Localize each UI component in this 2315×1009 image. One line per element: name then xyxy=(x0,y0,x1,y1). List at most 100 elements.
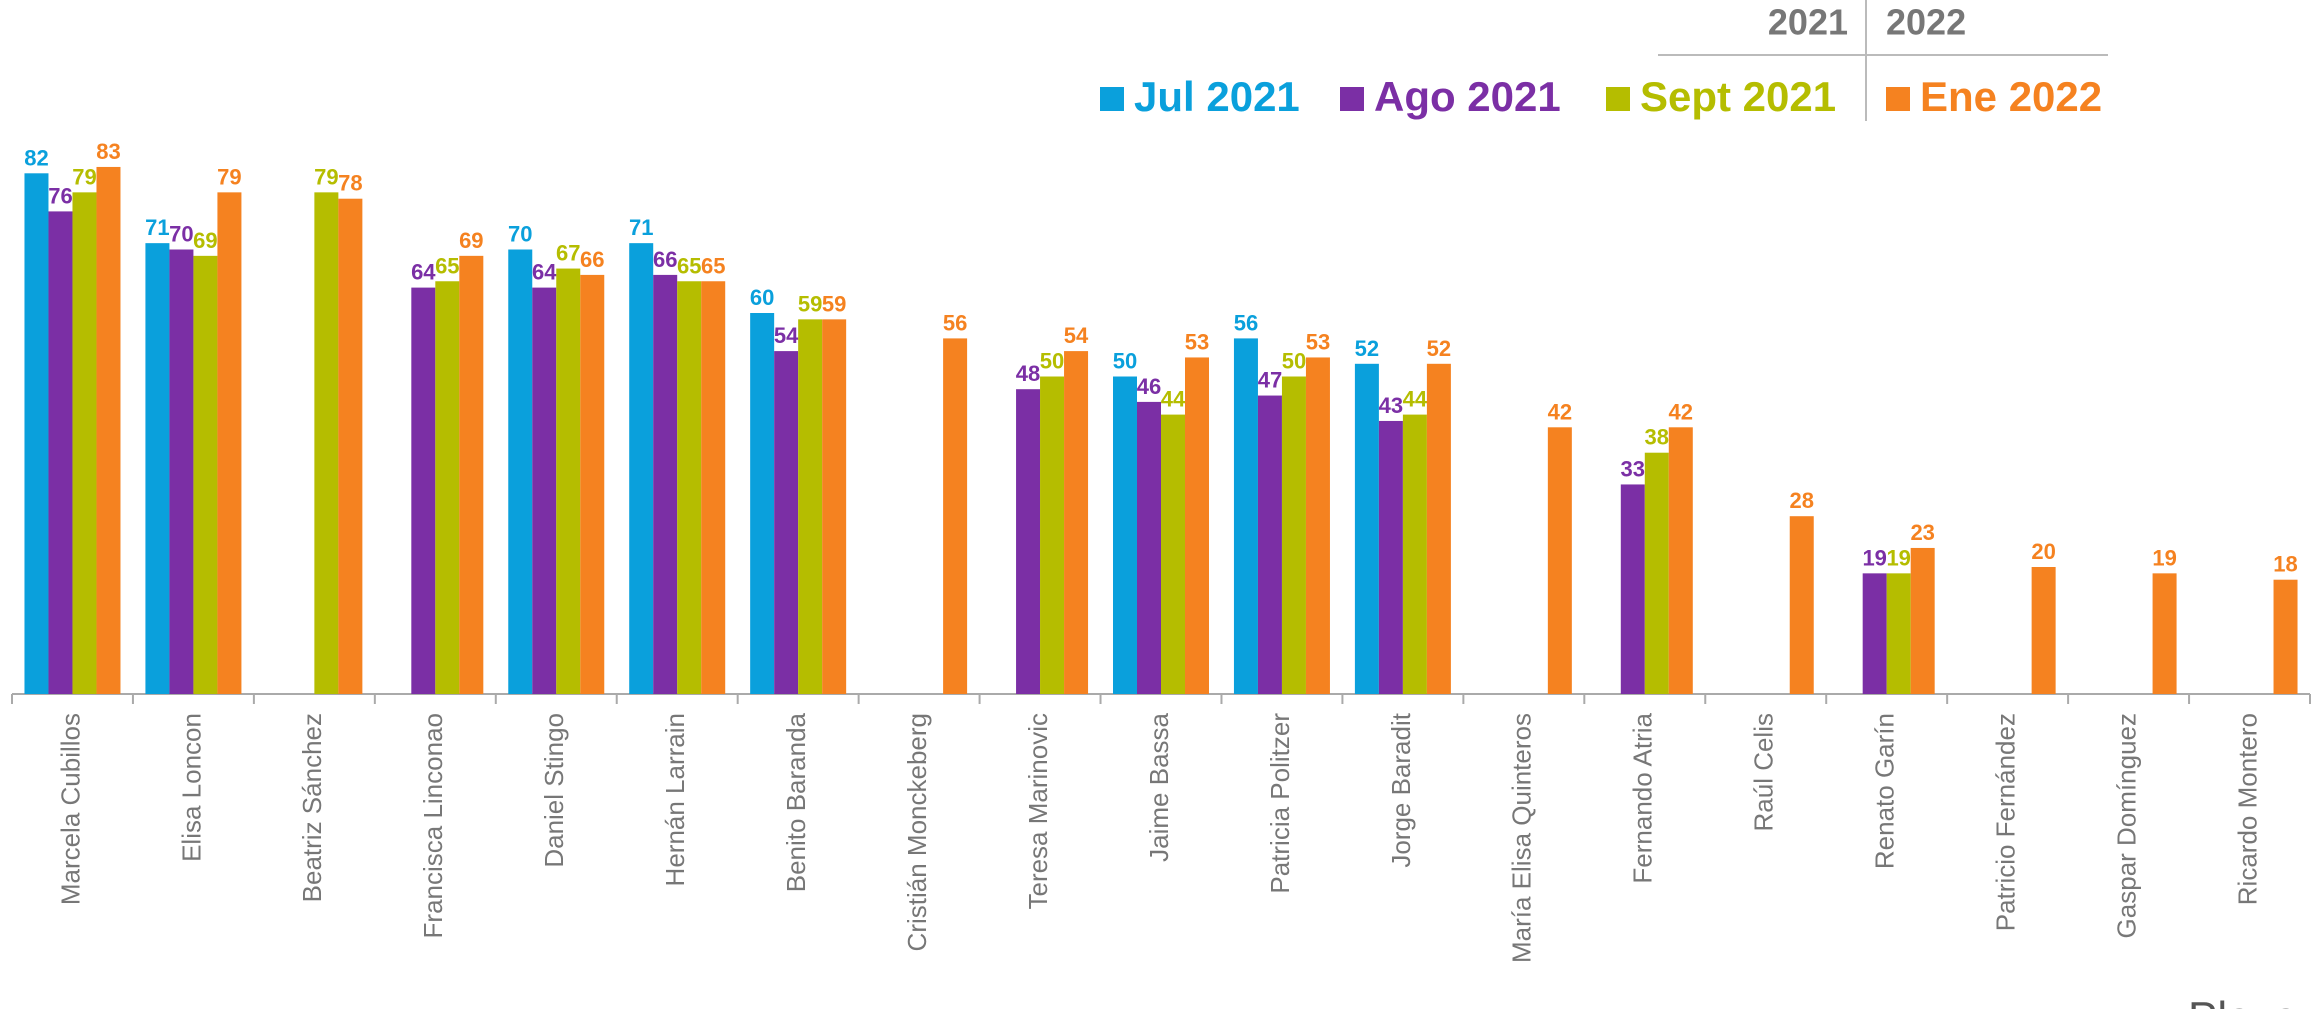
value-label: 43 xyxy=(1379,393,1403,418)
bar xyxy=(774,351,799,694)
legend-label: Ene 2022 xyxy=(1920,73,2102,120)
value-label: 67 xyxy=(556,241,580,266)
x-tick-label: Francisca Linconao xyxy=(418,713,448,938)
bar xyxy=(580,274,605,694)
x-tick-label: Beatriz Sánchez xyxy=(297,713,327,902)
bar xyxy=(1426,363,1451,694)
value-label: 53 xyxy=(1306,329,1330,354)
value-label: 66 xyxy=(653,247,677,272)
value-label: 54 xyxy=(1064,323,1089,348)
x-tick-label: Gaspar Domínguez xyxy=(2111,713,2141,938)
x-tick-label: Jaime Bassa xyxy=(1144,712,1174,861)
value-label: 56 xyxy=(1234,310,1258,335)
value-label: 70 xyxy=(169,222,193,247)
bar xyxy=(459,255,484,694)
value-label: 46 xyxy=(1137,374,1161,399)
bar xyxy=(1789,516,1814,694)
bar xyxy=(1064,351,1089,694)
value-label: 19 xyxy=(2152,545,2176,570)
value-label: 65 xyxy=(701,253,725,278)
value-label: 60 xyxy=(750,285,774,310)
x-tick-label: Hernán Larrain xyxy=(660,713,690,886)
value-label: 48 xyxy=(1016,361,1040,386)
value-label: 64 xyxy=(411,260,436,285)
value-label: 79 xyxy=(72,164,96,189)
bar xyxy=(943,338,968,694)
bar xyxy=(1668,427,1693,694)
value-label: 19 xyxy=(1886,545,1910,570)
value-label: 70 xyxy=(508,222,532,247)
bar xyxy=(532,287,557,694)
bar xyxy=(629,243,654,694)
legend-swatch xyxy=(1886,87,1910,111)
value-label: 52 xyxy=(1355,336,1379,361)
x-tick-label: Patricia Politzer xyxy=(1265,713,1295,894)
legend-swatch xyxy=(1100,87,1124,111)
bar xyxy=(508,249,533,694)
value-label: 71 xyxy=(145,215,169,240)
value-label: 78 xyxy=(338,171,362,196)
bar xyxy=(1281,376,1306,694)
bar xyxy=(1233,338,1258,694)
x-tick-label: Ricardo Montero xyxy=(2232,713,2262,905)
bar xyxy=(1257,395,1282,694)
legend-swatch xyxy=(1340,87,1364,111)
bar xyxy=(1113,376,1137,694)
x-tick-label: María Elisa Quinteros xyxy=(1507,713,1537,963)
bar xyxy=(48,211,73,694)
bar xyxy=(169,249,194,694)
bar xyxy=(96,166,121,694)
watermark: Plaza xyxy=(2188,993,2299,1009)
x-tick-label: Benito Baranda xyxy=(781,712,811,892)
bar xyxy=(556,268,581,694)
value-label: 42 xyxy=(1669,399,1693,424)
bar xyxy=(72,192,97,694)
bar xyxy=(145,243,170,694)
x-tick-label: Marcela Cubillos xyxy=(55,713,85,905)
bar xyxy=(677,281,702,694)
x-tick-label: Elisa Loncon xyxy=(176,713,206,862)
bar xyxy=(1910,547,1935,694)
value-label: 47 xyxy=(1258,368,1282,393)
bar xyxy=(2273,579,2298,694)
bar xyxy=(822,319,847,694)
legend-label: Jul 2021 xyxy=(1134,73,1300,120)
legend-label: Sept 2021 xyxy=(1640,73,1836,120)
value-label: 42 xyxy=(1548,399,1572,424)
bar xyxy=(1354,363,1379,694)
bar xyxy=(2031,567,2056,694)
value-label: 65 xyxy=(677,253,701,278)
bar xyxy=(217,192,242,694)
bar xyxy=(701,281,726,694)
bar xyxy=(1886,573,1911,694)
value-label: 79 xyxy=(314,164,338,189)
value-label: 54 xyxy=(774,323,799,348)
bar xyxy=(24,173,49,695)
legend-swatch xyxy=(1606,87,1630,111)
bar xyxy=(1185,357,1209,694)
x-tick-label: Daniel Stingo xyxy=(539,713,569,868)
bar xyxy=(1137,401,1161,694)
x-tick-label: Cristián Monckeberg xyxy=(902,713,932,951)
value-label: 76 xyxy=(48,183,72,208)
value-label: 69 xyxy=(193,228,217,253)
bar xyxy=(1305,357,1330,694)
bar xyxy=(653,274,678,694)
bar xyxy=(1644,452,1669,694)
bar xyxy=(193,255,218,694)
value-label: 66 xyxy=(580,247,604,272)
bar xyxy=(2152,573,2177,694)
value-label: 64 xyxy=(532,260,557,285)
value-label: 65 xyxy=(435,253,459,278)
x-tick-label: Fernando Atria xyxy=(1628,712,1658,883)
bar xyxy=(1016,389,1041,694)
value-label: 59 xyxy=(822,291,846,316)
bar xyxy=(411,287,436,694)
value-label: 23 xyxy=(1910,520,1934,545)
bar xyxy=(1040,376,1065,694)
value-label: 28 xyxy=(1789,488,1813,513)
bar xyxy=(314,192,339,694)
x-tick-label: Raúl Celis xyxy=(1749,713,1779,832)
bar xyxy=(1862,573,1887,694)
x-tick-label: Renato Garín xyxy=(1870,713,1900,869)
